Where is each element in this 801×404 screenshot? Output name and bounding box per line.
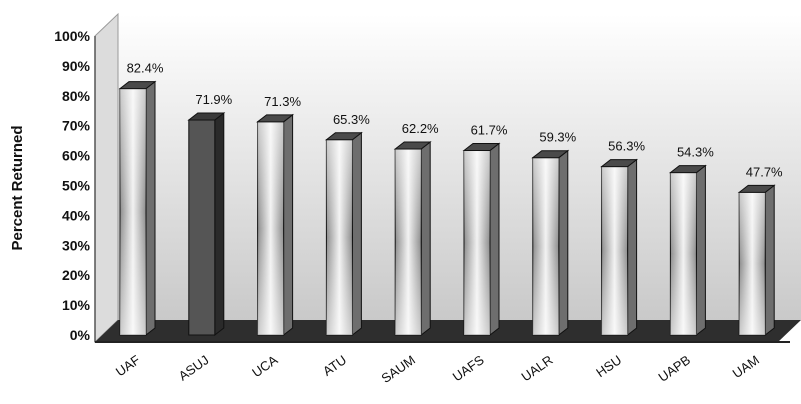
bar-side [627, 158, 638, 337]
bar-side [695, 164, 706, 337]
x-category-label: SAUM [379, 352, 418, 386]
bar-sheen [120, 88, 146, 336]
bar [531, 149, 570, 337]
bar-front [188, 119, 216, 336]
bar [668, 164, 707, 337]
y-tick-label: 80% [62, 88, 91, 104]
bar-side [764, 184, 775, 337]
bar-side [420, 140, 431, 337]
bar-series [118, 80, 776, 337]
bar-top [600, 159, 639, 168]
data-label: 71.3% [264, 94, 301, 109]
x-category-label: ASUJ [176, 352, 212, 383]
x-category-label: ATU [320, 352, 349, 379]
y-tick-label: 20% [62, 267, 91, 283]
bar [256, 113, 295, 337]
y-tick-label: 0% [70, 327, 91, 343]
bar [393, 140, 432, 337]
x-category-label: HSU [593, 352, 624, 380]
bar-top [393, 141, 432, 150]
y-tick-label: 30% [62, 237, 91, 253]
left-wall [94, 12, 119, 344]
data-label: 62.2% [402, 121, 439, 136]
y-tick-label: 10% [62, 297, 91, 313]
y-tick-label: 100% [54, 28, 90, 44]
data-label: 61.7% [471, 123, 508, 138]
bar [600, 158, 639, 337]
y-tick-label: 40% [62, 207, 91, 223]
data-label: 47.7% [746, 164, 783, 179]
bar [187, 111, 226, 337]
y-axis-ticks: 0% 10% 20% 30% 40% 50% 60% 70% 80% 90% 100% [54, 28, 90, 343]
x-category-label: UAFS [450, 352, 487, 384]
data-labels: 82.4% 71.9% 71.3% 65.3% 62.2% 61.7% 59.3% 56.3%… [127, 61, 784, 180]
bar-top [668, 165, 707, 174]
bar-side [489, 142, 500, 337]
bar [324, 131, 363, 337]
bar-sheen [326, 139, 353, 335]
data-label: 82.4% [127, 61, 164, 76]
bar-top [737, 184, 776, 193]
y-axis-title: Percent Returned [9, 125, 26, 250]
bar-top [118, 81, 157, 90]
y-tick-label: 70% [62, 118, 91, 134]
bar-side [283, 113, 294, 337]
y-tick-label: 90% [62, 58, 91, 74]
bar-side [558, 149, 569, 337]
bar [462, 142, 501, 337]
bar [118, 80, 157, 337]
data-label: 56.3% [608, 139, 645, 154]
bar-top [256, 114, 295, 123]
x-category-label: UALR [519, 352, 556, 384]
bar-side [214, 111, 225, 337]
data-label: 54.3% [677, 145, 714, 160]
bar-top [531, 150, 570, 159]
bar-top [462, 143, 501, 152]
x-category-label: UAF [113, 352, 143, 379]
bar [737, 184, 776, 337]
x-axis-categories: UAF ASUJ UCA ATU SAUM UAFS UALR HSU UAPB UAM [113, 352, 762, 386]
bar-side [351, 131, 362, 337]
x-category-label: UAM [730, 352, 762, 381]
data-label: 65.3% [333, 112, 370, 127]
bar-sheen [257, 121, 284, 335]
x-category-label: UAPB [656, 352, 694, 385]
bar-top [187, 112, 226, 121]
bar-sheen [464, 150, 490, 335]
y-tick-label: 50% [62, 178, 91, 194]
x-category-label: UCA [249, 352, 280, 380]
bar-sheen [601, 166, 628, 335]
bar-side [145, 80, 156, 337]
bar-sheen [739, 192, 766, 335]
data-label: 59.3% [539, 130, 576, 145]
bar-sheen [395, 149, 422, 335]
bar-sheen [670, 172, 697, 335]
y-tick-label: 60% [62, 148, 91, 164]
bar-top [324, 132, 363, 141]
data-label: 71.9% [195, 92, 232, 107]
bar-sheen [532, 157, 559, 335]
